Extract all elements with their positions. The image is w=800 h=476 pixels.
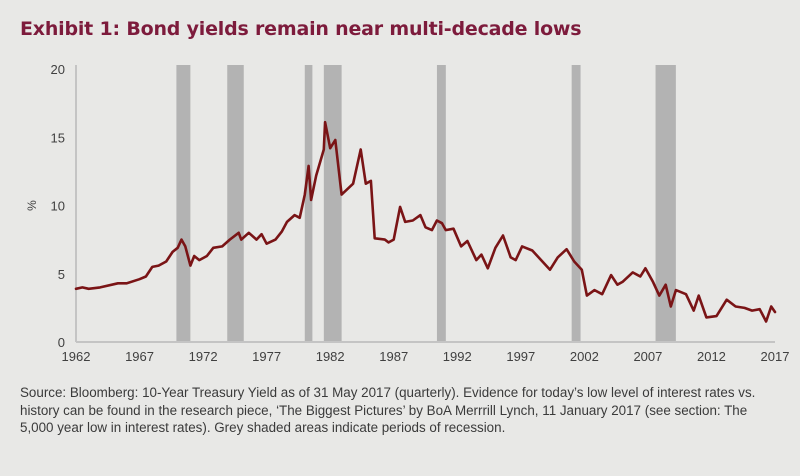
x-tick-label: 1967 <box>125 349 154 364</box>
y-tick-label: 15 <box>51 130 65 145</box>
yield-series-line <box>74 120 777 323</box>
y-tick-label: 0 <box>58 335 65 350</box>
x-tick-label: 1977 <box>252 349 281 364</box>
recession-band <box>323 65 342 342</box>
recession-band <box>655 65 676 342</box>
line-chart: 0 5 10 15 20 1962 1967 1972 1977 1982 1987 1992 199… <box>25 62 790 364</box>
recession-bands <box>176 65 676 342</box>
recession-band <box>436 65 446 342</box>
source-note: Source: Bloomberg: 10-Year Treasury Yiel… <box>20 385 756 435</box>
x-tick-label: 1992 <box>443 349 472 364</box>
recession-band <box>176 65 191 342</box>
chart-title: Exhibit 1: Bond yields remain near multi… <box>20 18 582 40</box>
x-tick-label: 1997 <box>506 349 535 364</box>
recession-band <box>571 65 581 342</box>
y-axis-label: % <box>25 200 39 211</box>
x-tick-label: 1972 <box>189 349 218 364</box>
recession-band <box>304 65 313 342</box>
x-tick-label: 2017 <box>761 349 790 364</box>
y-tick-label: 20 <box>51 62 65 77</box>
y-tick-labels: 0 5 10 15 20 <box>51 62 65 350</box>
series-layer <box>74 120 777 323</box>
y-tick-label: 5 <box>58 267 65 282</box>
recession-band <box>227 65 244 342</box>
x-tick-label: 2002 <box>570 349 599 364</box>
x-tick-label: 1962 <box>62 349 91 364</box>
x-tick-label: 2007 <box>633 349 662 364</box>
y-tick-label: 10 <box>51 199 65 214</box>
x-tick-label: 1982 <box>316 349 345 364</box>
x-tick-label: 2012 <box>697 349 726 364</box>
x-tick-labels: 1962 1967 1972 1977 1982 1987 1992 1997 2002 2007… <box>62 349 790 364</box>
x-tick-label: 1987 <box>379 349 408 364</box>
